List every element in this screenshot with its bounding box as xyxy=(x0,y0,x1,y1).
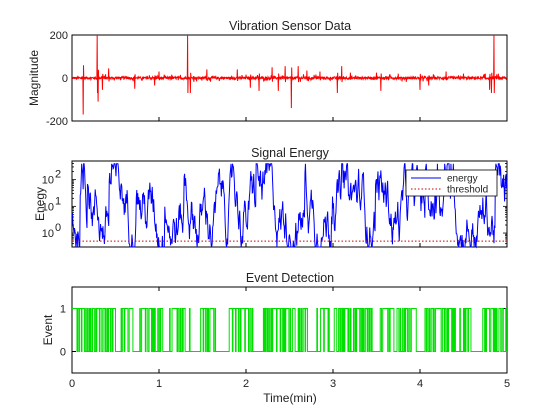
vibration-line xyxy=(71,34,508,115)
panel2-ytick-exponent: 0 xyxy=(55,222,61,234)
legend: energy threshold xyxy=(405,169,498,197)
legend-threshold-label: threshold xyxy=(447,185,488,196)
event-line xyxy=(72,308,507,352)
panel1-ytick-label: 0 xyxy=(62,73,68,85)
event-series xyxy=(72,308,507,352)
energy-line xyxy=(71,163,508,249)
panel3-xtick-label: 1 xyxy=(156,378,162,390)
panel2-ytick-label: 10 xyxy=(42,175,54,187)
panel1-ytick-label: 200 xyxy=(50,30,68,42)
panel3-ytick-label: 0 xyxy=(60,347,66,359)
panel3-xtick-label: 4 xyxy=(417,378,423,390)
panel3-title: Event Detection xyxy=(246,271,334,285)
panel3-xticks: 0 1 2 3 4 5 xyxy=(69,287,510,390)
panel3-axes xyxy=(71,286,508,374)
panel1-ytick-label: -200 xyxy=(46,116,68,128)
panel-vibration: Vibration Sensor Data Magnitude 200 0 -200 xyxy=(27,19,508,128)
energy-series xyxy=(71,163,508,249)
panel1-ylabel: Magnitude xyxy=(27,50,41,106)
panel3-ylabel: Event xyxy=(41,314,55,345)
legend-box xyxy=(405,169,498,197)
panel2-ytick-label: 10 xyxy=(42,228,54,240)
panel2-ytick-exponent: 2 xyxy=(55,169,61,181)
panel3-xtick-label: 5 xyxy=(504,378,510,390)
panel2-axes xyxy=(71,160,508,248)
vibration-series xyxy=(71,34,508,115)
panel3-xtick-label: 3 xyxy=(330,378,336,390)
panel2-ytick-exponent: 1 xyxy=(55,195,61,207)
panel2-title: Signal Energy xyxy=(251,146,330,160)
panel-events: Event Detection Event 1 0 0 1 2 3 4 5 Time(min… xyxy=(41,271,510,405)
panel3-ytick-label: 1 xyxy=(60,304,66,316)
panel3-xtick-label: 2 xyxy=(243,378,249,390)
panel2-ylabel: Enegy xyxy=(33,187,47,221)
legend-energy-label: energy xyxy=(447,174,478,185)
panel3-xlabel: Time(min) xyxy=(263,391,317,405)
panel2-ytick-label: 10 xyxy=(42,201,54,213)
panel1-title: Vibration Sensor Data xyxy=(229,19,351,33)
panel3-xtick-label: 0 xyxy=(69,378,75,390)
